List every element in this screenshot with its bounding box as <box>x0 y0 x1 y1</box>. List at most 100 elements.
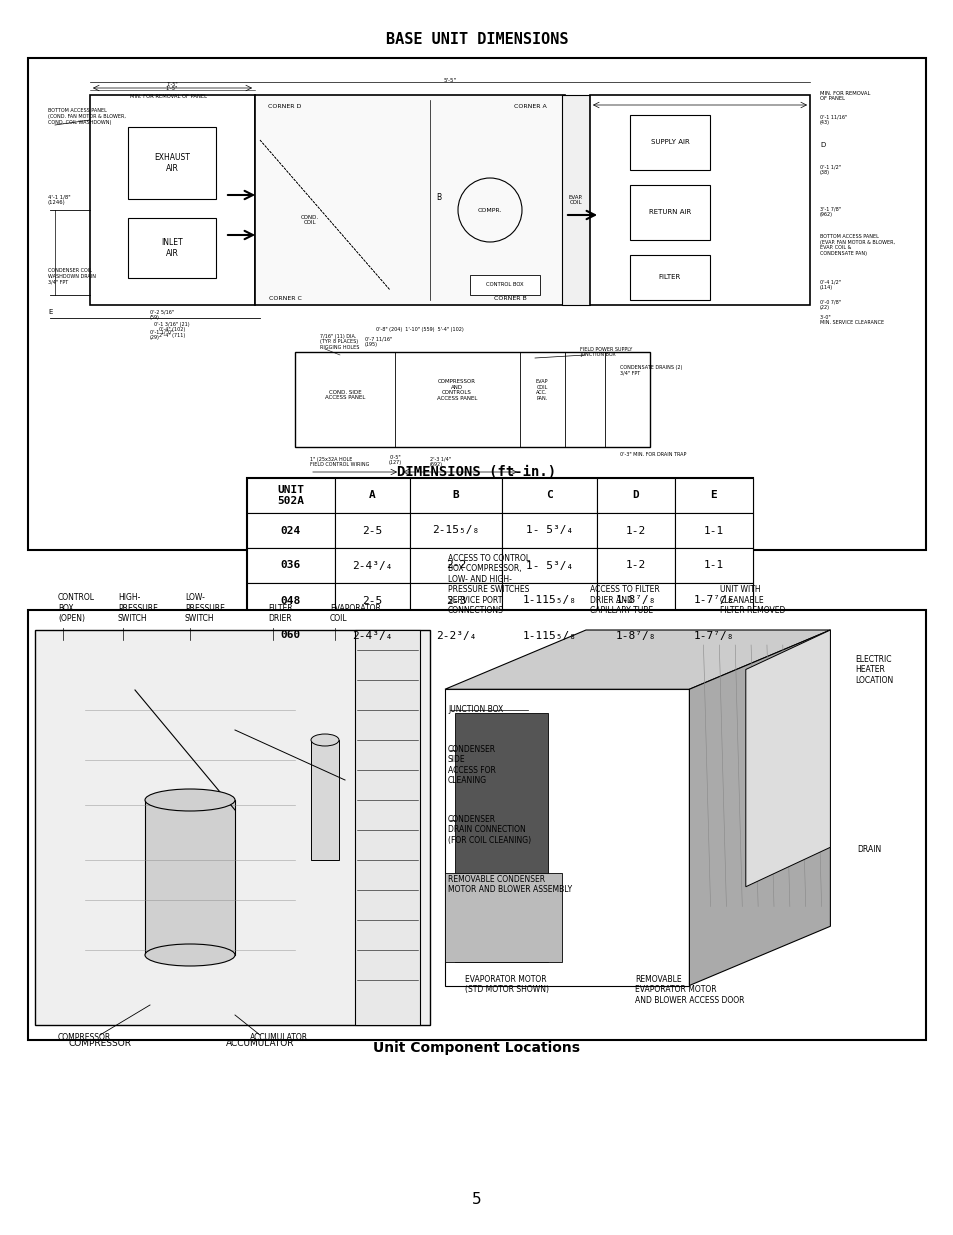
Text: FILTER
DRIER: FILTER DRIER <box>268 604 293 622</box>
Text: FIELD POWER SUPPLY
JUNCTION BOX: FIELD POWER SUPPLY JUNCTION BOX <box>579 347 632 357</box>
Bar <box>501 548 597 583</box>
Text: JUNCTION BOX: JUNCTION BOX <box>448 705 503 714</box>
Text: D: D <box>820 142 824 148</box>
Text: EVAP.
COIL: EVAP. COIL <box>568 195 582 205</box>
Text: CONDENSER COIL
WASHDOWN DRAIN
3/4" FPT: CONDENSER COIL WASHDOWN DRAIN 3/4" FPT <box>48 268 96 284</box>
Bar <box>597 478 675 513</box>
Text: LOW-
PRESSURE
SWITCH: LOW- PRESSURE SWITCH <box>185 593 225 622</box>
Text: 0'-8" (204)  1'-10" (559)  5'-4" (102): 0'-8" (204) 1'-10" (559) 5'-4" (102) <box>375 327 463 332</box>
Bar <box>675 618 752 653</box>
Text: 0'-1 11/16"
(43): 0'-1 11/16" (43) <box>820 115 846 126</box>
Bar <box>501 618 597 653</box>
Text: INLET
AIR: INLET AIR <box>161 238 183 258</box>
Text: 2-2³/₄: 2-2³/₄ <box>436 631 476 641</box>
Bar <box>501 478 597 513</box>
Text: 0'-5"
(127): 0'-5" (127) <box>388 454 401 466</box>
Text: 0'-1 1/"0"
(29): 0'-1 1/"0" (29) <box>150 330 173 341</box>
Bar <box>90 95 254 305</box>
Text: 1-1: 1-1 <box>703 526 723 536</box>
Bar <box>597 618 675 653</box>
Text: 1-115₅/₈: 1-115₅/₈ <box>522 595 576 605</box>
Text: 2-2: 2-2 <box>445 561 466 571</box>
Text: 0'-4 1/2"
(114): 0'-4 1/2" (114) <box>820 279 841 290</box>
Text: 0'-7 11/16"
(195): 0'-7 11/16" (195) <box>365 337 392 347</box>
Text: 1- 5³/₄: 1- 5³/₄ <box>525 561 573 571</box>
Bar <box>335 513 410 548</box>
Text: ACCUMULATOR: ACCUMULATOR <box>226 1039 294 1047</box>
Polygon shape <box>745 630 829 887</box>
Text: ACCESS TO FILTER
DRIER AND
CAPILLARY TUBE: ACCESS TO FILTER DRIER AND CAPILLARY TUB… <box>589 585 659 615</box>
Text: HIGH-
PRESSURE
SWITCH: HIGH- PRESSURE SWITCH <box>118 593 157 622</box>
Text: 2-4³/₄: 2-4³/₄ <box>352 631 393 641</box>
Bar <box>675 513 752 548</box>
Text: CONTROL BOX: CONTROL BOX <box>486 283 523 288</box>
Text: 0'-3" MIN. FOR DRAIN TRAP: 0'-3" MIN. FOR DRAIN TRAP <box>619 452 685 457</box>
Bar <box>35 630 430 1025</box>
Bar <box>629 254 709 300</box>
Text: EVAPORATOR
COIL: EVAPORATOR COIL <box>330 604 380 622</box>
Text: 5'-5": 5'-5" <box>443 78 456 83</box>
Text: COMPRESSOR
AND
CONTROLS
ACCESS PANEL: COMPRESSOR AND CONTROLS ACCESS PANEL <box>436 379 476 401</box>
Bar <box>145 800 234 955</box>
Text: UNIT
502A: UNIT 502A <box>277 484 304 506</box>
Text: 3'-1 7/8"
(962): 3'-1 7/8" (962) <box>820 206 841 217</box>
Text: CONDENSER
SIDE
ACCESS FOR
CLEANING: CONDENSER SIDE ACCESS FOR CLEANING <box>448 745 496 785</box>
Text: 2-3: 2-3 <box>445 595 466 605</box>
Text: CONTROL
BOX
(OPEN): CONTROL BOX (OPEN) <box>58 593 95 622</box>
Bar <box>579 735 615 784</box>
Text: E: E <box>710 490 717 500</box>
Text: 0'-2 5/16"
(59): 0'-2 5/16" (59) <box>150 310 174 320</box>
Text: 1'-5": 1'-5" <box>166 83 177 88</box>
Text: BOTTOM ACCESS PANEL
(EVAP. FAN MOTOR & BLOWER,
EVAP. COIL &
CONDENSATE PAN): BOTTOM ACCESS PANEL (EVAP. FAN MOTOR & B… <box>820 233 894 256</box>
Text: MIN. FOR REMOVAL
OF PANEL: MIN. FOR REMOVAL OF PANEL <box>820 90 869 101</box>
Bar <box>410 548 501 583</box>
Text: Unit Component Locations: Unit Component Locations <box>374 1041 579 1055</box>
Text: 0'-0 7/8"
(22): 0'-0 7/8" (22) <box>820 300 841 310</box>
Bar <box>28 610 925 1040</box>
Bar <box>501 583 597 618</box>
Text: COMPRESSOR: COMPRESSOR <box>69 1039 132 1047</box>
Bar <box>589 95 809 305</box>
Bar <box>311 740 338 860</box>
Text: CONDENSER
DRAIN CONNECTION
(FOR COIL CLEANING): CONDENSER DRAIN CONNECTION (FOR COIL CLE… <box>448 815 531 845</box>
Polygon shape <box>444 630 829 689</box>
Bar <box>128 127 215 199</box>
Text: 2'-3 1/4"
(692): 2'-3 1/4" (692) <box>430 457 451 467</box>
Text: COMPR.: COMPR. <box>477 207 501 212</box>
Bar <box>410 513 501 548</box>
Text: A: A <box>369 490 375 500</box>
Text: 1-1: 1-1 <box>703 561 723 571</box>
Bar <box>629 185 709 240</box>
Bar <box>597 548 675 583</box>
Text: REMOVABLE
EVAPORATOR MOTOR
AND BLOWER ACCESS DOOR: REMOVABLE EVAPORATOR MOTOR AND BLOWER AC… <box>635 974 743 1005</box>
Text: 1" (25x32A HOLE
FIELD CONTROL WIRING: 1" (25x32A HOLE FIELD CONTROL WIRING <box>310 457 369 467</box>
Bar <box>576 734 636 773</box>
Bar <box>501 513 597 548</box>
Bar <box>294 352 649 447</box>
Ellipse shape <box>145 789 234 811</box>
Text: CORNER B: CORNER B <box>493 295 526 300</box>
Text: FILTER: FILTER <box>659 274 680 280</box>
Text: 2-4³/₄: 2-4³/₄ <box>352 561 393 571</box>
Bar <box>675 583 752 618</box>
Bar <box>410 478 501 513</box>
Bar <box>675 548 752 583</box>
Text: EVAPORATOR MOTOR
(STD MOTOR SHOWN): EVAPORATOR MOTOR (STD MOTOR SHOWN) <box>464 974 548 994</box>
Text: MIN. FOR REMOVAL OF PANEL: MIN. FOR REMOVAL OF PANEL <box>130 94 207 99</box>
Text: 036: 036 <box>280 561 301 571</box>
Bar <box>28 58 925 550</box>
Text: 1-2: 1-2 <box>625 561 645 571</box>
Text: CORNER C: CORNER C <box>269 295 301 300</box>
Text: 0'-1 1/2"
(38): 0'-1 1/2" (38) <box>820 164 841 175</box>
Polygon shape <box>689 630 829 986</box>
Bar <box>675 478 752 513</box>
Bar <box>247 478 335 513</box>
Bar <box>128 219 215 278</box>
Text: C: C <box>545 490 553 500</box>
Text: 1-115₅/₈: 1-115₅/₈ <box>522 631 576 641</box>
Text: ELECTRIC
HEATER
LOCATION: ELECTRIC HEATER LOCATION <box>854 655 892 684</box>
Ellipse shape <box>145 944 234 966</box>
Bar <box>247 548 335 583</box>
Text: 1-8⁷/₈: 1-8⁷/₈ <box>615 631 656 641</box>
Text: 1'-5": 1'-5" <box>166 85 178 90</box>
